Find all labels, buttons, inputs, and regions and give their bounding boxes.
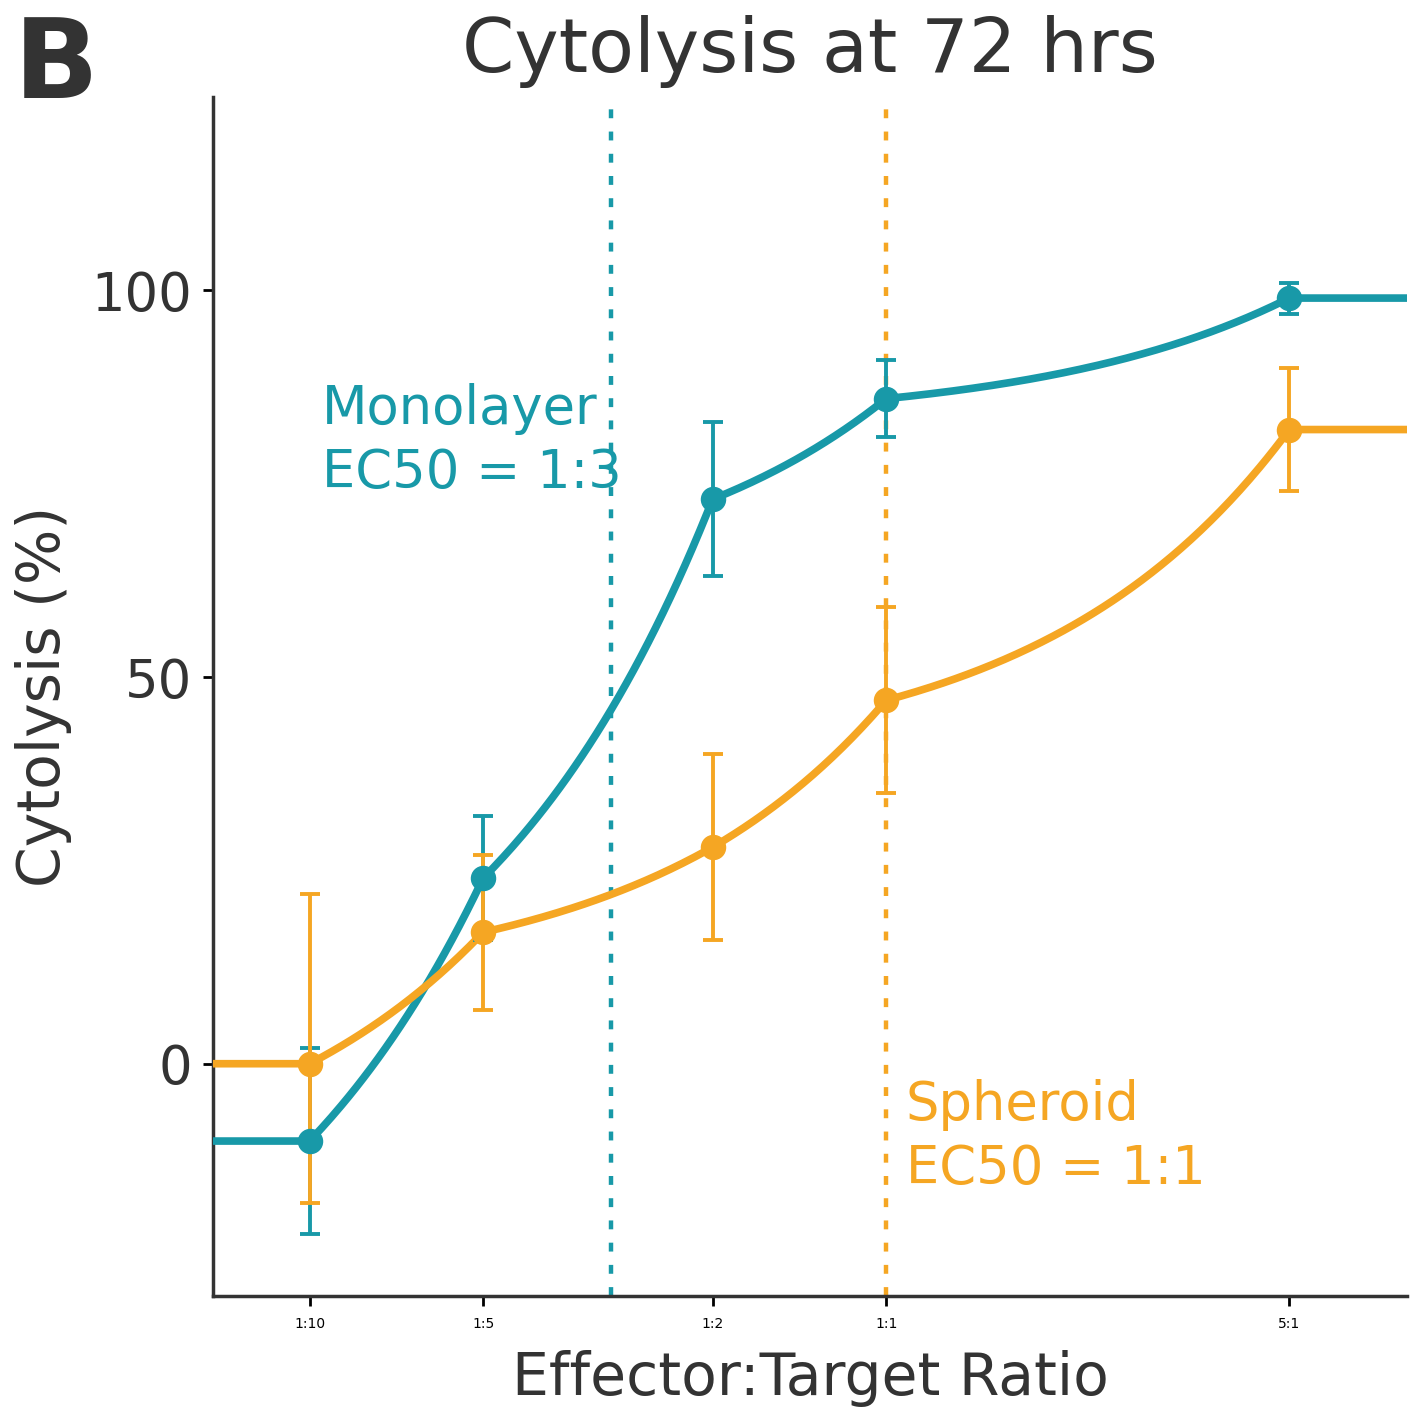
Text: B: B xyxy=(14,14,100,121)
Point xyxy=(701,836,724,859)
Point xyxy=(875,688,897,711)
Title: Cytolysis at 72 hrs: Cytolysis at 72 hrs xyxy=(462,16,1158,88)
Point xyxy=(472,867,495,890)
Point xyxy=(701,488,724,510)
X-axis label: Effector:Target Ratio: Effector:Target Ratio xyxy=(512,1349,1109,1406)
Y-axis label: Cytolysis (%): Cytolysis (%) xyxy=(16,506,73,887)
Point xyxy=(472,921,495,944)
Point xyxy=(1278,287,1301,310)
Point xyxy=(299,1129,321,1152)
Point xyxy=(875,387,897,410)
Text: Monolayer
EC50 = 1:3: Monolayer EC50 = 1:3 xyxy=(321,383,621,499)
Text: Spheroid
EC50 = 1:1: Spheroid EC50 = 1:1 xyxy=(906,1079,1206,1196)
Point xyxy=(1278,418,1301,441)
Point xyxy=(299,1052,321,1075)
